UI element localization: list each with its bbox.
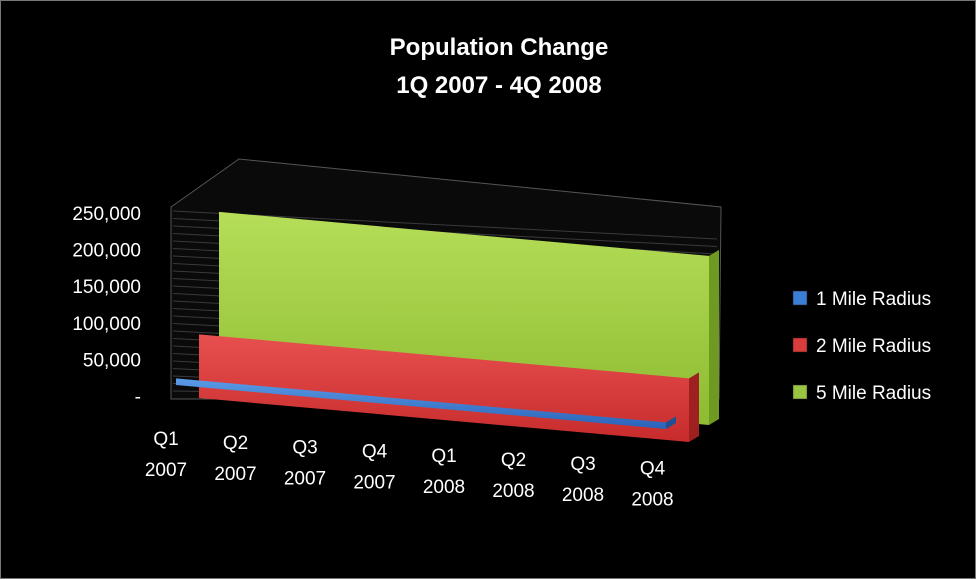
legend: 1 Mile Radius 2 Mile Radius 5 Mile Radius: [792, 289, 931, 404]
series-area-side: [666, 416, 676, 429]
chart-title-line-1: Population Change: [390, 34, 609, 61]
gridline: [172, 210, 718, 240]
x-tick-label-quarter: Q3: [570, 454, 595, 475]
chart-title-line-2: 1Q 2007 - 4Q 2008: [396, 72, 601, 99]
x-tick-label-year: 2008: [492, 481, 534, 502]
x-tick-label-quarter: Q2: [223, 433, 248, 454]
y-tick-label: 50,000: [83, 350, 141, 371]
legend-label: 2 Mile Radius: [816, 336, 931, 357]
legend-swatch: [792, 384, 808, 400]
legend-label: 5 Mile Radius: [816, 383, 931, 404]
y-tick-label: 150,000: [72, 277, 141, 298]
x-tick-label-quarter: Q3: [292, 437, 317, 458]
x-tick-label-year: 2008: [423, 477, 465, 498]
x-tick-label-year: 2007: [145, 460, 187, 481]
series-layer: [176, 211, 719, 442]
x-tick-label-year: 2007: [353, 473, 395, 494]
x-tick-label-quarter: Q1: [431, 446, 456, 467]
x-tick-label-year: 2008: [562, 485, 604, 506]
x-tick-label-quarter: Q4: [362, 442, 388, 463]
legend-swatch: [792, 337, 808, 353]
series-area: [176, 378, 666, 429]
x-tick-label-year: 2007: [214, 464, 256, 485]
x-tick-label-quarter: Q2: [501, 450, 526, 471]
x-tick-label-year: 2007: [284, 468, 326, 489]
series-area-side: [689, 372, 699, 442]
y-tick-label: -: [135, 387, 141, 408]
y-tick-label: 100,000: [72, 314, 141, 335]
y-axis-labels: - 50,000 100,000 150,000 200,000 250,000: [72, 204, 141, 408]
y-tick-label: 200,000: [72, 241, 141, 262]
x-tick-label-quarter: Q1: [153, 429, 178, 450]
legend-label: 1 Mile Radius: [816, 289, 931, 310]
series-area-side: [709, 249, 719, 425]
x-tick-label-year: 2008: [631, 489, 673, 510]
x-tick-label-quarter: Q4: [640, 458, 666, 479]
legend-swatch: [792, 290, 808, 306]
y-tick-label: 250,000: [72, 204, 141, 225]
x-axis-labels: Q1 2007 Q2 2007 Q3 2007 Q4 2007 Q1 2008 Q2 2008 Q3 20…: [145, 429, 674, 510]
